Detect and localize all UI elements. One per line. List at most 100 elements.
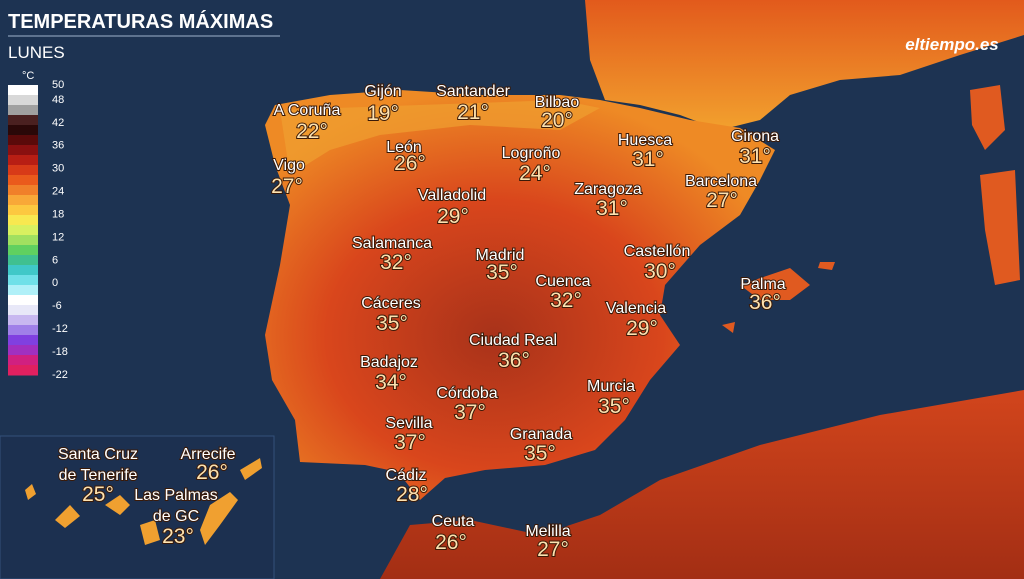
legend-label: 6 xyxy=(52,254,58,266)
city-temp: 24° xyxy=(519,162,551,185)
title: TEMPERATURAS MÁXIMAS xyxy=(8,10,273,33)
city-name: Salamanca xyxy=(352,235,432,252)
city-name: Granada xyxy=(510,426,572,443)
islands-east xyxy=(970,85,1020,285)
inset-city-temp: 26° xyxy=(196,461,228,484)
legend-swatch xyxy=(8,335,38,346)
inset-city-name: de GC xyxy=(153,508,199,525)
city-name: Huesca xyxy=(618,132,672,149)
legend-swatch xyxy=(8,275,38,286)
city-name: Badajoz xyxy=(360,354,418,371)
city-name: Madrid xyxy=(476,247,525,264)
legend-swatch xyxy=(8,105,38,116)
legend-swatch xyxy=(8,305,38,316)
city-temp: 19° xyxy=(367,102,399,125)
city-temp: 35° xyxy=(598,395,630,418)
city-name: Murcia xyxy=(587,378,635,395)
balearics xyxy=(722,262,835,333)
city-name: Cádiz xyxy=(386,467,427,484)
city-name: Zaragoza xyxy=(574,181,642,198)
legend-swatch xyxy=(8,155,38,166)
city-name: Girona xyxy=(731,128,779,145)
logo: eltiempo.es xyxy=(905,35,999,54)
legend-swatch xyxy=(8,145,38,156)
city-temp: 37° xyxy=(394,431,426,454)
city-name: Córdoba xyxy=(436,385,497,402)
legend-label: -22 xyxy=(52,369,68,381)
city-name: Bilbao xyxy=(535,94,580,111)
city-name: Valencia xyxy=(606,300,666,317)
city-name: Vigo xyxy=(273,157,305,174)
legend-swatch xyxy=(8,225,38,236)
legend-label: -6 xyxy=(52,300,62,312)
legend-swatch xyxy=(8,175,38,186)
canary-islands xyxy=(25,458,262,545)
inset-city-temp: 23° xyxy=(162,525,194,548)
legend-label: -12 xyxy=(52,323,68,335)
legend-swatch xyxy=(8,125,38,136)
legend-swatch xyxy=(8,135,38,146)
legend-label: -18 xyxy=(52,346,68,358)
city-temp: 36° xyxy=(498,349,530,372)
legend-label: 36 xyxy=(52,140,64,152)
city-name: Barcelona xyxy=(685,173,757,190)
legend-swatch xyxy=(8,215,38,226)
city-temp: 35° xyxy=(524,442,556,465)
city-name: Ceuta xyxy=(432,513,475,530)
city-name: Cáceres xyxy=(361,295,421,312)
city-temp: 28° xyxy=(396,483,428,506)
city-temp: 31° xyxy=(632,148,664,171)
city-name: Melilla xyxy=(525,523,570,540)
city-name: Cuenca xyxy=(535,273,590,290)
city-temp: 26° xyxy=(435,531,467,554)
city-temp: 31° xyxy=(739,145,771,168)
city-temp: 34° xyxy=(375,371,407,394)
inset-city-name: Santa Cruz xyxy=(58,446,138,463)
legend-swatch xyxy=(8,185,38,196)
legend-swatch xyxy=(8,315,38,326)
city-temp: 30° xyxy=(644,260,676,283)
city-temp: 27° xyxy=(706,189,738,212)
legend-swatch xyxy=(8,255,38,266)
legend-swatch xyxy=(8,365,38,376)
legend-label: 12 xyxy=(52,231,64,243)
inset-city-temp: 25° xyxy=(82,483,114,506)
legend-swatch xyxy=(8,95,38,106)
legend-swatch xyxy=(8,285,38,296)
city-name: Ciudad Real xyxy=(469,332,557,349)
legend-swatch xyxy=(8,115,38,126)
city-temp: 29° xyxy=(437,205,469,228)
legend-swatch xyxy=(8,265,38,276)
city-name: Santander xyxy=(436,83,511,100)
inset-city-name: de Tenerife xyxy=(59,467,138,484)
city-name: Valladolid xyxy=(418,187,486,204)
legend-swatch xyxy=(8,235,38,246)
subtitle: LUNES xyxy=(8,43,65,62)
legend-swatch xyxy=(8,165,38,176)
city-name: Sevilla xyxy=(385,415,432,432)
legend-label: 30 xyxy=(52,163,64,175)
inset-city-name: Arrecife xyxy=(180,446,235,463)
city-temp: 37° xyxy=(454,401,486,424)
city-temp: 22° xyxy=(296,120,328,143)
city-temp: 27° xyxy=(537,538,569,561)
north-coast xyxy=(280,100,600,175)
legend-swatch xyxy=(8,195,38,206)
city-name: A Coruña xyxy=(274,102,341,119)
legend-label: 42 xyxy=(52,117,64,129)
legend-label: 48 xyxy=(52,94,64,106)
legend-swatch xyxy=(8,325,38,336)
city-temp: 27° xyxy=(271,175,303,198)
legend: 50 48 42 36 30 24 18 12 6 0 -6 -12 -18 -22 xyxy=(8,79,68,381)
city-name: Palma xyxy=(740,276,785,293)
city-name: Logroño xyxy=(502,145,561,162)
city-temp: 29° xyxy=(626,317,658,340)
inset-city-name: Las Palmas xyxy=(134,487,218,504)
city-name: Castellón xyxy=(624,243,691,260)
city-temp: 32° xyxy=(380,251,412,274)
city-temp: 20° xyxy=(541,109,573,132)
city-temp: 36° xyxy=(749,291,781,314)
legend-swatch xyxy=(8,245,38,256)
legend-label: 24 xyxy=(52,186,64,198)
